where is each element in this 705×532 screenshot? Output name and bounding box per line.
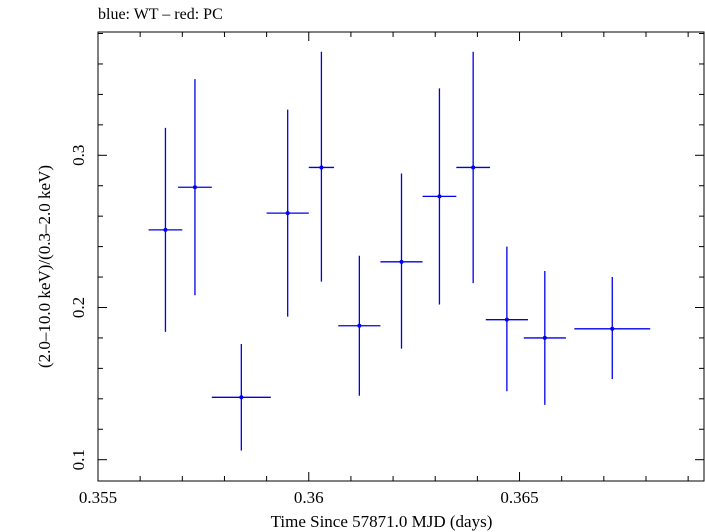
y-tick-label: 0.2 — [69, 297, 88, 318]
data-point — [192, 185, 197, 190]
data-point — [319, 165, 324, 170]
data-point — [285, 211, 290, 216]
x-tick-label: 0.355 — [79, 488, 117, 507]
chart-title: blue: WT – red: PC — [98, 6, 223, 23]
plot-frame — [97, 31, 705, 482]
data-point — [542, 335, 547, 340]
x-tick-label: 0.36 — [294, 488, 324, 507]
data-point — [357, 323, 362, 328]
y-tick-label: 0.3 — [69, 145, 88, 166]
data-point — [239, 395, 244, 400]
x-axis-label: Time Since 57871.0 MJD (days) — [271, 512, 493, 531]
x-tick-label: 0.365 — [500, 488, 538, 507]
y-axis-label: (2.0–10.0 keV)/(0.3–2.0 keV) — [35, 165, 54, 368]
data-point — [399, 259, 404, 264]
data-point — [610, 326, 615, 331]
data-point — [163, 227, 168, 232]
data-point — [504, 317, 509, 322]
data-point — [437, 194, 442, 199]
y-tick-label: 0.1 — [69, 449, 88, 470]
data-point — [471, 165, 476, 170]
